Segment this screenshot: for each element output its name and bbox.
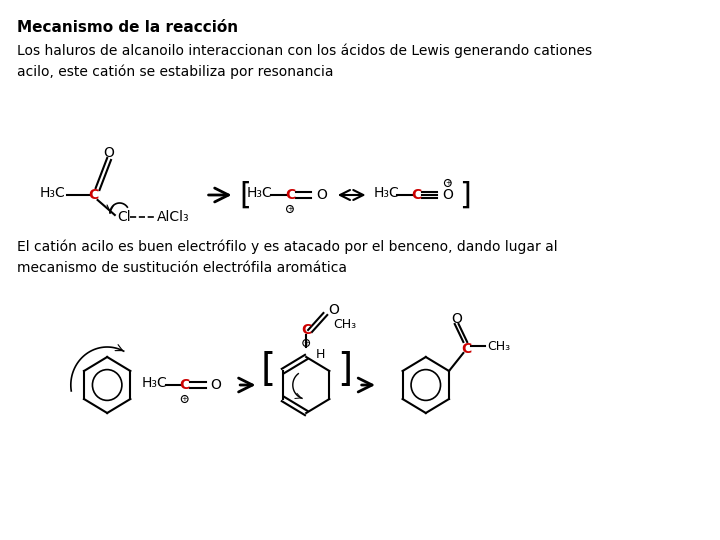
Text: AlCl₃: AlCl₃ [157, 210, 189, 224]
Text: O: O [442, 188, 453, 202]
Text: C: C [411, 188, 421, 202]
Text: [: [ [260, 351, 276, 389]
Text: CH₃: CH₃ [333, 319, 356, 332]
Text: C: C [89, 188, 99, 202]
Text: ]: ] [337, 351, 352, 389]
Text: +: + [445, 180, 451, 186]
Text: +: + [303, 340, 309, 346]
Text: C: C [301, 323, 311, 337]
Text: CH₃: CH₃ [487, 340, 510, 353]
Text: Cl: Cl [117, 210, 131, 224]
Text: Mecanismo de la reacción: Mecanismo de la reacción [17, 20, 238, 35]
Text: H₃C: H₃C [247, 186, 273, 200]
Text: H₃C: H₃C [142, 376, 167, 390]
Text: El catión acilo es buen electrófilo y es atacado por el benceno, dando lugar al
: El catión acilo es buen electrófilo y es… [17, 240, 558, 275]
Text: C: C [179, 378, 190, 392]
Text: O: O [104, 146, 114, 160]
Text: ]: ] [459, 180, 471, 210]
Text: H₃C: H₃C [373, 186, 399, 200]
Text: O: O [210, 378, 221, 392]
Text: +: + [181, 396, 188, 402]
Text: O: O [451, 312, 462, 326]
Text: Los haluros de alcanoilo interaccionan con los ácidos de Lewis generando catione: Los haluros de alcanoilo interaccionan c… [17, 43, 593, 79]
Text: H₃C: H₃C [40, 186, 65, 200]
Text: C: C [461, 342, 472, 356]
Text: +: + [287, 206, 293, 212]
Text: O: O [328, 303, 339, 317]
Text: [: [ [239, 180, 251, 210]
Text: C: C [285, 188, 295, 202]
Text: O: O [316, 188, 327, 202]
Text: H: H [316, 348, 325, 361]
